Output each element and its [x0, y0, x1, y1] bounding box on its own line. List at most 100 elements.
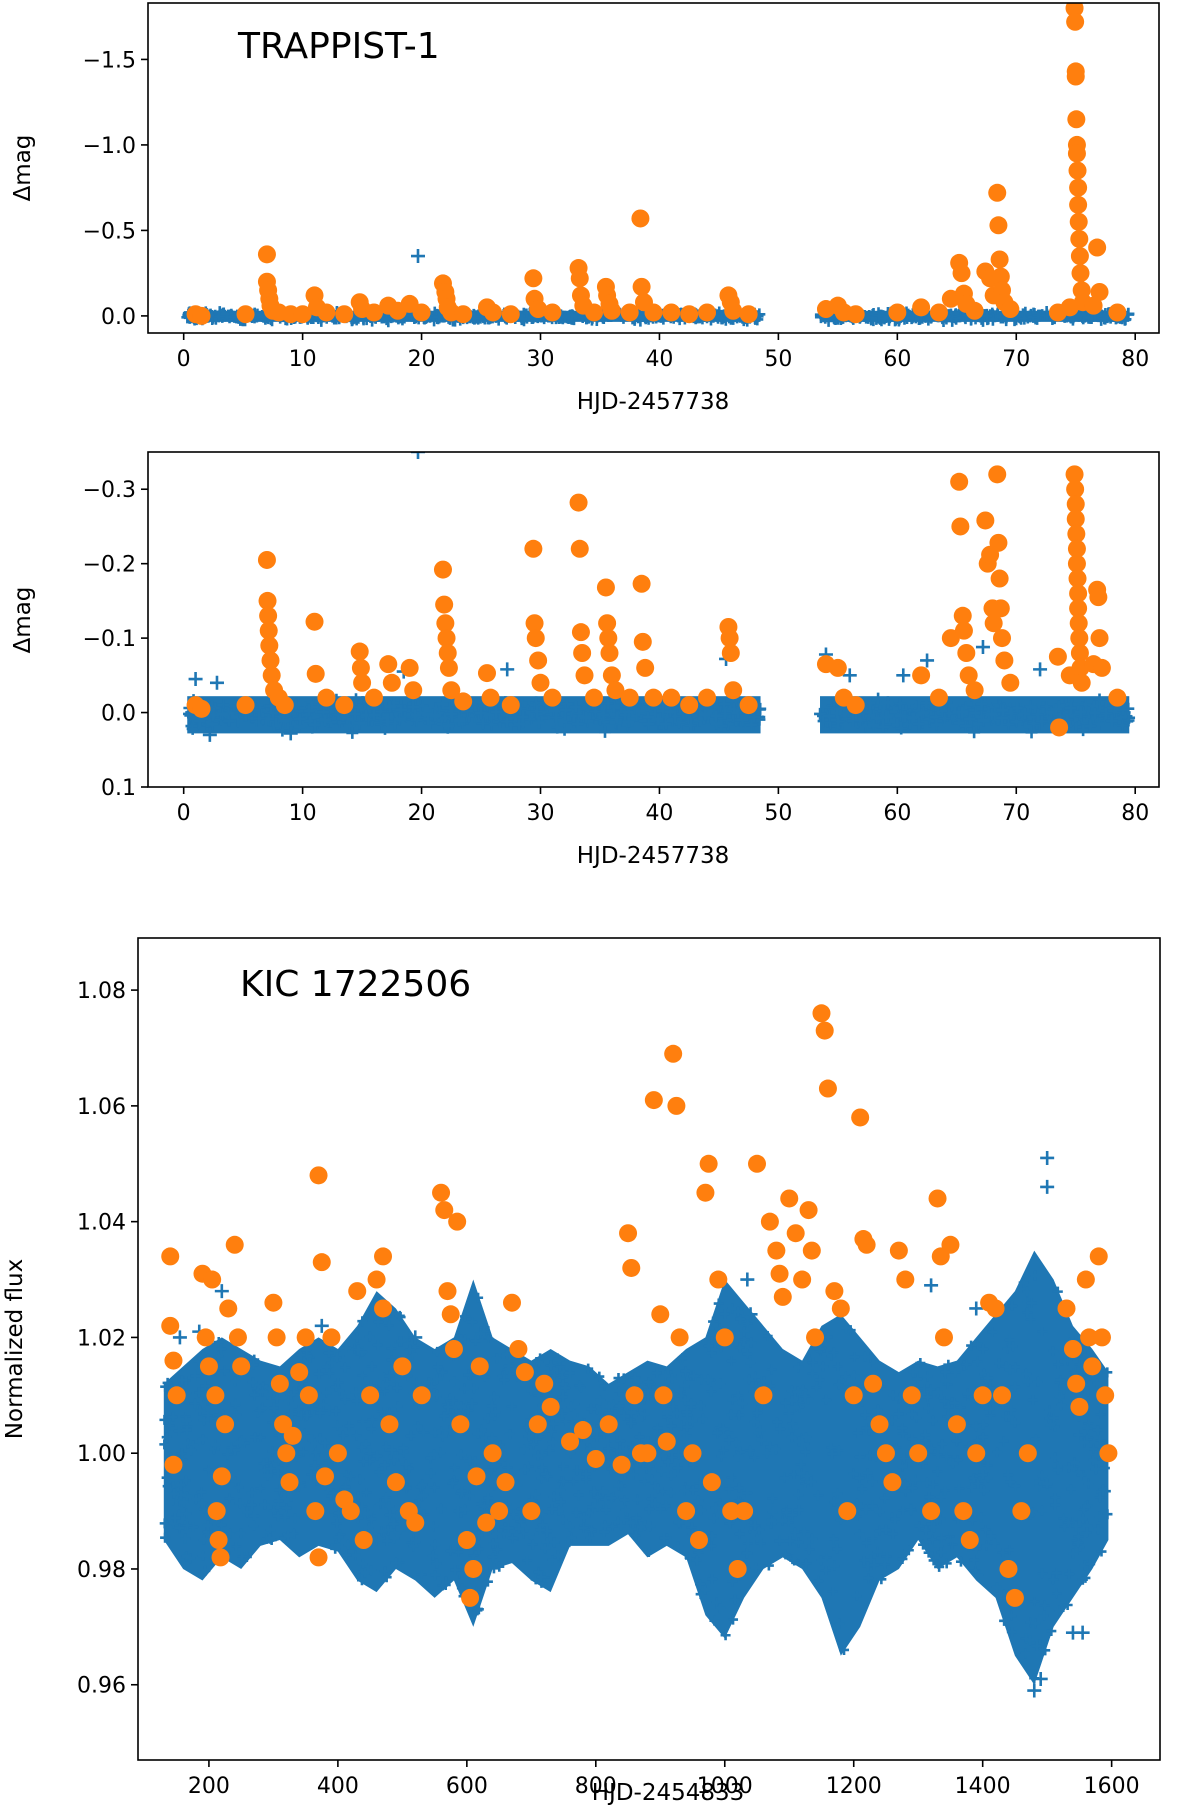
quiescent-point — [277, 714, 290, 727]
quiescent-point — [727, 1394, 738, 1405]
y-tick-label: 0.0 — [101, 702, 136, 727]
quiescent-point — [813, 1490, 824, 1501]
flare-point — [1070, 644, 1089, 662]
quiescent-point — [765, 1441, 776, 1452]
quiescent-point — [1095, 1409, 1106, 1420]
quiescent-point — [728, 1614, 739, 1625]
quiescent-point — [592, 1501, 603, 1512]
quiescent-point — [259, 1465, 270, 1476]
quiescent-point — [955, 1402, 966, 1413]
quiescent-point — [940, 1375, 951, 1386]
quiescent-point — [1061, 713, 1074, 726]
quiescent-point — [767, 1506, 778, 1517]
flare-point — [888, 303, 907, 322]
quiescent-point — [700, 1584, 711, 1595]
quiescent-point — [380, 313, 393, 326]
quiescent-point — [400, 1459, 411, 1470]
quiescent-point — [1098, 312, 1111, 325]
quiescent-point — [724, 1483, 735, 1494]
quiescent-point — [1048, 1346, 1059, 1357]
quiescent-point — [568, 1476, 579, 1487]
quiescent-point — [358, 1456, 369, 1467]
quiescent-point — [356, 1442, 367, 1453]
quiescent-point — [233, 1482, 244, 1493]
quiescent-point — [231, 1410, 242, 1421]
quiescent-outlier — [314, 1318, 329, 1333]
x-tick-label: 60 — [883, 801, 911, 826]
flare-point — [467, 1467, 486, 1486]
trappist-zoom-panel: 0 10 20 30 40 50 60 70 80 0.1 0.0 −0.1 −0.2 −0.3 HJD… — [10, 451, 1160, 869]
quiescent-point — [672, 1462, 683, 1473]
quiescent-point — [1063, 1462, 1074, 1473]
y-tick-label: −0.2 — [83, 553, 136, 578]
quiescent-point — [224, 1493, 235, 1504]
quiescent-point — [848, 1468, 859, 1479]
quiescent-point — [742, 1348, 753, 1359]
x-tick-label: 40 — [645, 347, 673, 372]
quiescent-point — [219, 1365, 230, 1376]
quiescent-point — [921, 1477, 932, 1488]
quiescent-point — [200, 1381, 211, 1392]
quiescent-point — [1006, 1404, 1017, 1415]
quiescent-point — [1004, 1411, 1015, 1422]
quiescent-point — [569, 700, 582, 713]
quiescent-point — [473, 1530, 484, 1541]
flare-point — [941, 629, 960, 648]
flare-point — [541, 1397, 560, 1416]
flare-point — [991, 267, 1010, 286]
quiescent-point — [566, 1401, 577, 1412]
quiescent-point — [965, 714, 978, 727]
quiescent-point — [706, 1347, 717, 1358]
quiescent-point — [667, 1452, 678, 1463]
quiescent-point — [1029, 1596, 1040, 1607]
flare-point — [636, 658, 655, 677]
flare-point — [306, 664, 325, 683]
flare-point — [448, 1212, 467, 1231]
quiescent-point — [626, 1407, 637, 1418]
quiescent-point — [572, 1465, 583, 1476]
quiescent-point — [1077, 724, 1090, 737]
flare-point — [683, 1444, 702, 1463]
flare-point — [602, 666, 621, 685]
quiescent-point — [800, 1391, 811, 1402]
flare-point — [1092, 658, 1111, 677]
quiescent-point — [643, 1377, 654, 1388]
quiescent-point — [224, 1528, 235, 1539]
quiescent-point — [456, 1486, 467, 1497]
flare-point — [1066, 67, 1085, 86]
quiescent-point — [390, 1557, 401, 1568]
quiescent-point — [679, 1395, 690, 1406]
quiescent-point — [938, 712, 951, 725]
quiescent-point — [600, 1504, 611, 1515]
quiescent-point — [1024, 700, 1037, 713]
flare-point — [1069, 584, 1088, 603]
flare-point — [883, 1473, 902, 1492]
quiescent-point — [309, 1460, 320, 1471]
quiescent-point — [418, 1427, 429, 1438]
quiescent-point — [202, 1520, 213, 1531]
quiescent-point — [354, 1474, 365, 1485]
quiescent-point — [504, 1429, 515, 1440]
flare-point — [315, 1467, 334, 1486]
quiescent-point — [710, 710, 723, 723]
flare-point — [477, 664, 496, 683]
quiescent-point — [459, 1383, 470, 1394]
flare-point — [1048, 647, 1067, 666]
flare-point — [353, 673, 372, 692]
flare-point — [651, 1305, 670, 1324]
quiescent-point — [1073, 1430, 1084, 1441]
flare-point — [290, 1363, 309, 1382]
flare-point — [995, 651, 1014, 670]
quiescent-point — [860, 1504, 871, 1515]
quiescent-point — [186, 1445, 197, 1456]
flare-point — [374, 1247, 393, 1266]
quiescent-point — [230, 1476, 241, 1487]
quiescent-point — [655, 1504, 666, 1514]
quiescent-point — [1068, 1548, 1079, 1559]
quiescent-point — [537, 1462, 548, 1473]
quiescent-point — [161, 1472, 172, 1483]
quiescent-point — [777, 1515, 788, 1526]
quiescent-point — [651, 1367, 662, 1378]
flare-point — [965, 681, 984, 700]
flare-point — [677, 1502, 696, 1521]
